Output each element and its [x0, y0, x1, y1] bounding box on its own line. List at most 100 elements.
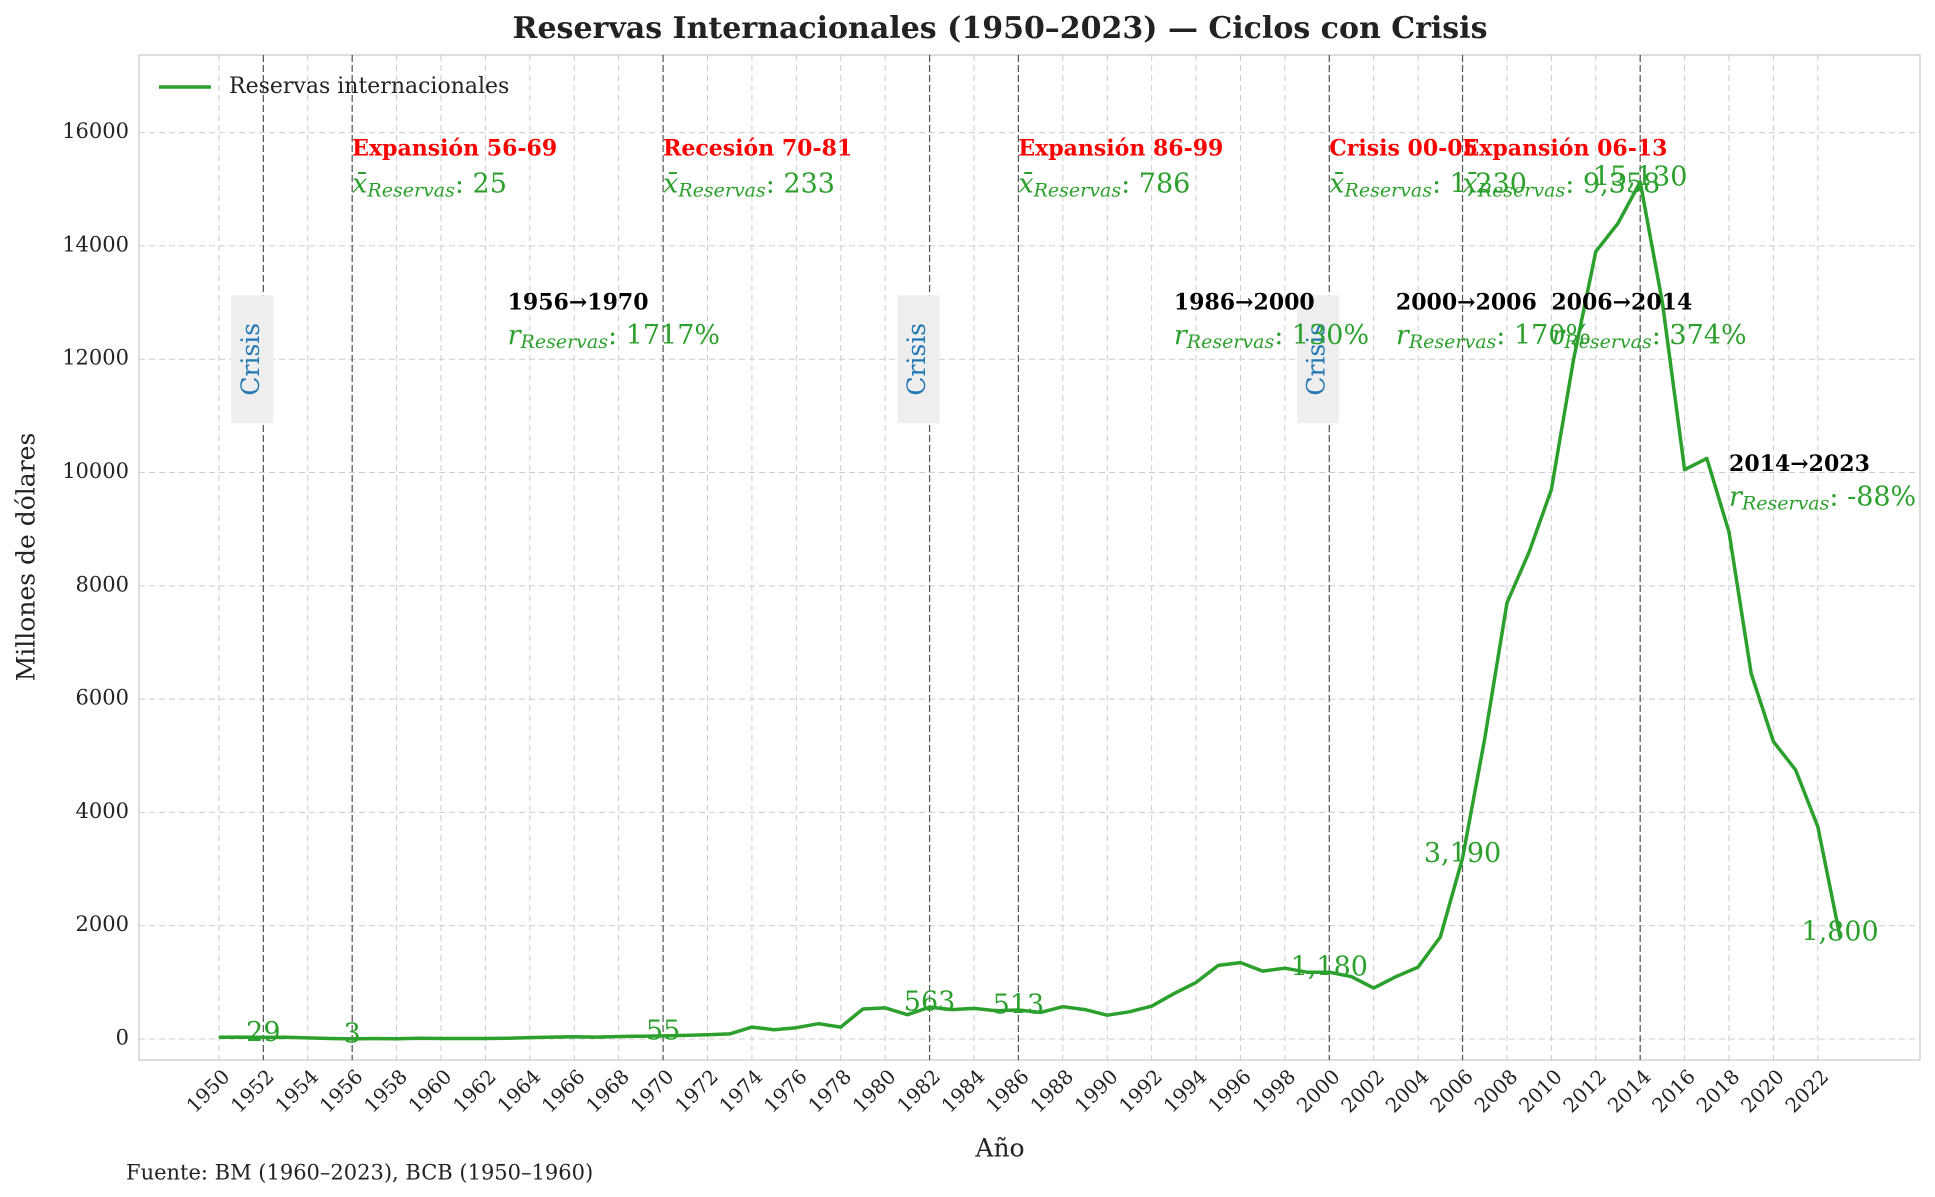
stat-separator: :: [1121, 168, 1139, 199]
growth-period: 2006→2014: [1551, 290, 1692, 316]
y-tick-label: 16000: [62, 119, 129, 143]
x-tick-label: 1968: [581, 1064, 634, 1117]
stat-symbol: x̄: [1018, 168, 1033, 199]
growth-period: 2000→2006: [1396, 290, 1537, 316]
stat-subscript: Reservas: [1477, 180, 1566, 202]
stat-separator: :: [455, 168, 473, 199]
x-tick-label: 1982: [892, 1064, 945, 1117]
crisis-label: Crisis: [1302, 323, 1331, 396]
stat-label: x̄Reservas: 786: [1018, 168, 1190, 202]
x-tick-label: 1960: [403, 1064, 456, 1117]
stat-value: 9,358: [1583, 168, 1660, 199]
stat-label: rReservas: 130%: [1174, 319, 1369, 353]
stat-separator: :: [1565, 168, 1583, 199]
stat-label: x̄Reservas: 233: [663, 168, 835, 202]
cycle-name: Recesión 70-81: [663, 136, 852, 162]
y-tick-label: 14000: [62, 232, 129, 256]
x-tick-label: 1994: [1159, 1064, 1212, 1117]
growth-period: 1956→1970: [508, 290, 649, 316]
value-label: 29: [246, 1017, 280, 1048]
x-tick-label: 1966: [537, 1064, 590, 1117]
stat-label: rReservas: 1717%: [508, 319, 720, 353]
y-tick-label: 2000: [76, 912, 129, 936]
stat-label: rReservas: 374%: [1551, 319, 1746, 353]
stat-symbol: r: [508, 319, 523, 350]
stat-subscript: Reservas: [1033, 180, 1122, 202]
stat-subscript: Reservas: [520, 331, 609, 353]
x-tick-label: 1972: [670, 1064, 723, 1117]
stat-separator: :: [1496, 319, 1514, 350]
stat-value: -88%: [1847, 481, 1916, 512]
stat-subscript: Reservas: [1344, 180, 1433, 202]
stat-separator: :: [766, 168, 784, 199]
y-tick-label: 0: [116, 1026, 129, 1050]
stat-symbol: r: [1729, 481, 1744, 512]
crisis-label: Crisis: [902, 323, 931, 396]
x-tick-label: 1974: [714, 1064, 767, 1117]
stat-symbol: x̄: [1463, 168, 1478, 199]
x-tick-label: 1964: [492, 1064, 545, 1117]
x-tick-label: 2020: [1736, 1064, 1789, 1117]
stat-label: rReservas: -88%: [1729, 481, 1916, 515]
stat-subscript: Reservas: [366, 180, 455, 202]
value-label: 1,180: [1291, 952, 1368, 983]
stat-subscript: Reservas: [677, 180, 766, 202]
stat-symbol: x̄: [1329, 168, 1344, 199]
source-note: Fuente: BM (1960–2023), BCB (1950–1960): [126, 1161, 593, 1185]
value-label: 513: [993, 989, 1045, 1020]
crisis-box: [231, 295, 274, 424]
stat-label: x̄Reservas: 1,230: [1329, 168, 1527, 202]
crisis-box: [897, 295, 940, 424]
x-tick-label: 2008: [1469, 1064, 1522, 1117]
series-line: [218, 180, 1842, 1041]
cycle-name: Crisis 00-05: [1329, 136, 1478, 162]
y-tick-label: 6000: [76, 686, 129, 710]
stat-symbol: x̄: [352, 168, 367, 199]
x-tick-label: 1980: [848, 1064, 901, 1117]
stat-value: 25: [473, 168, 507, 199]
stat-symbol: r: [1396, 319, 1411, 350]
x-tick-label: 1950: [181, 1064, 234, 1117]
y-tick-label: 8000: [76, 572, 129, 596]
stat-value: 1717%: [626, 319, 720, 350]
stat-subscript: Reservas: [1186, 331, 1275, 353]
stat-value: 374%: [1669, 319, 1746, 350]
value-label: 1,800: [1801, 917, 1878, 948]
x-tick-label: 1984: [936, 1064, 989, 1117]
stat-value: 130%: [1292, 319, 1369, 350]
stat-label: rReservas: 170%: [1396, 319, 1591, 353]
stat-symbol: r: [1174, 319, 1189, 350]
value-label: 15,130: [1593, 161, 1687, 192]
stat-separator: :: [1432, 168, 1450, 199]
stat-value: 170%: [1514, 319, 1591, 350]
growth-period: 2014→2023: [1729, 451, 1870, 477]
stat-subscript: Reservas: [1741, 492, 1830, 514]
x-tick-label: 1952: [226, 1064, 279, 1117]
cycle-name: Expansión 56-69: [352, 136, 557, 162]
stat-separator: :: [1652, 319, 1670, 350]
x-tick-label: 1988: [1025, 1064, 1078, 1117]
x-tick-label: 1970: [626, 1064, 679, 1117]
x-tick-label: 2022: [1780, 1064, 1833, 1117]
legend-label: Reservas internacionales: [229, 74, 509, 99]
stat-separator: :: [1829, 481, 1847, 512]
plot-frame: [138, 54, 1921, 1061]
y-tick-label: 4000: [76, 799, 129, 823]
stat-separator: :: [1274, 319, 1292, 350]
x-tick-label: 1998: [1247, 1064, 1300, 1117]
cycle-name: Expansión 86-99: [1018, 136, 1223, 162]
stat-subscript: Reservas: [1408, 331, 1497, 353]
x-tick-label: 2004: [1381, 1064, 1434, 1117]
chart-title: Reservas Internacionales (1950–2023) — C…: [513, 11, 1488, 46]
x-tick-label: 2014: [1603, 1064, 1656, 1117]
crisis-label: Crisis: [236, 323, 265, 396]
x-tick-label: 1958: [359, 1064, 412, 1117]
x-tick-label: 2002: [1336, 1064, 1389, 1117]
value-label: 55: [646, 1015, 680, 1046]
x-tick-label: 1976: [759, 1064, 812, 1117]
x-tick-label: 2006: [1425, 1064, 1478, 1117]
x-tick-label: 1956: [315, 1064, 368, 1117]
value-label: 3,190: [1424, 838, 1501, 869]
x-tick-label: 2018: [1691, 1064, 1744, 1117]
